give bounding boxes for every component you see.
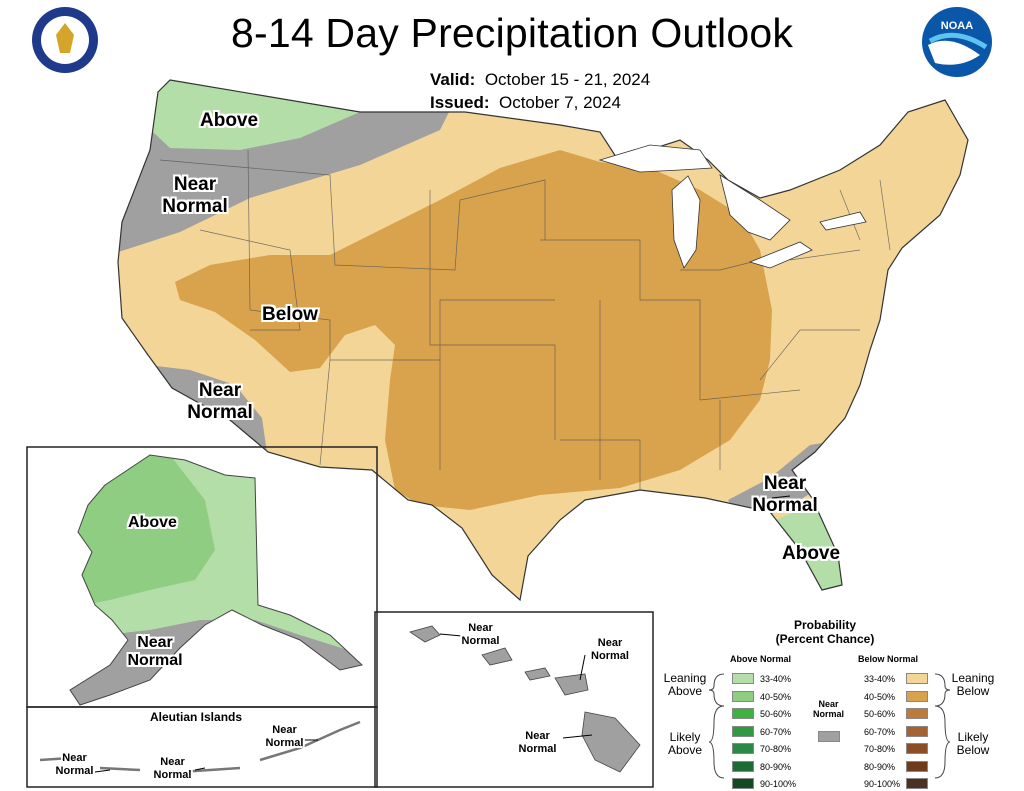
label-al-near-c: Near Normal (265, 724, 304, 749)
legend-below-label-4: 60-70% (864, 726, 896, 737)
legend-below-label-7: 90-100% (864, 779, 901, 789)
valid-dates: Valid: October 15 - 21, 2024 (430, 70, 651, 89)
legend-above-swatch-6 (732, 760, 754, 772)
legend-above-label-1: 33-40% (760, 674, 792, 684)
state-boundaries (159, 149, 891, 490)
leader-lines (94, 384, 791, 773)
label-below: Below (262, 304, 318, 325)
legend-below-label-3: 50-60% (864, 709, 896, 719)
legend-leaning-below: Leaning Below (951, 671, 995, 698)
legend-above-swatch-1 (732, 673, 754, 684)
legend-above-label-4: 60-70% (760, 726, 792, 737)
svg-text:NOAA: NOAA (941, 20, 973, 32)
hawaii-inset-frame (374, 611, 654, 788)
legend-below-label-6: 80-90% (864, 761, 896, 772)
legend-near-normal-swatch (818, 731, 840, 742)
aleutian-inset-frame (26, 706, 378, 788)
conus-outline (117, 79, 969, 602)
label-nw-above: Above (200, 110, 259, 131)
legend-below-label-2: 40-50% (864, 691, 896, 702)
label-al-near-a: Near Normal (55, 752, 94, 777)
commerce-seal-logo (30, 5, 100, 80)
legend-below-swatch-4 (906, 725, 928, 737)
legend-below-swatch-2 (906, 690, 928, 702)
legend-above-swatch-4 (732, 725, 754, 737)
label-hi-near-a: Near Normal (461, 622, 500, 647)
legend-below-swatch-1 (906, 673, 928, 684)
legend-title: Probability (Percent Chance) (775, 618, 875, 646)
legend-above-header: Above Normal (730, 654, 792, 664)
legend-below-swatch-6 (906, 760, 928, 772)
legend-below-swatch-3 (906, 708, 928, 719)
legend-below-swatch-5 (906, 743, 928, 754)
legend-above-label-2: 40-50% (760, 691, 792, 702)
legend-above-swatch-2 (732, 690, 754, 702)
noaa-logo: NOAA (920, 5, 994, 84)
legend-below-label-5: 70-80% (864, 744, 896, 754)
legend-near-normal-label: Near Normal (812, 699, 844, 719)
legend-below-label-1: 33-40% (864, 674, 896, 684)
legend-below-header: Below Normal (858, 654, 919, 664)
legend-above-label-6: 80-90% (760, 761, 792, 772)
legend-leaning-above: Leaning Above (663, 671, 707, 698)
alaska-outline (69, 454, 364, 706)
label-nw-near-normal: Near Normal (162, 174, 228, 217)
label-ak-above: Above (128, 514, 177, 531)
legend-likely-below: Likely Below (956, 730, 990, 757)
label-hi-near-c: Near Normal (518, 730, 557, 755)
aleutian-title: Aleutian Islands (150, 710, 243, 724)
label-hi-near-b: Near Normal (591, 637, 629, 662)
great-lakes (598, 144, 867, 269)
legend-above-swatch-3 (732, 708, 754, 719)
legend-below-swatch-7 (906, 778, 928, 789)
legend-above-label-5: 70-80% (760, 744, 792, 754)
label-fl-above: Above (782, 543, 841, 564)
label-ak-near-normal: Near Normal (127, 634, 183, 669)
legend-above-label-3: 50-60% (760, 709, 792, 719)
legend-above-label-7: 90-100% (760, 779, 797, 789)
legend-above-swatch-5 (732, 743, 754, 754)
label-sw-near-normal: Near Normal (187, 380, 253, 423)
label-se-near-normal: Near Normal (752, 473, 818, 516)
label-al-near-b: Near Normal (153, 756, 192, 781)
aleutian-islands (39, 720, 361, 774)
page-title: 8-14 Day Precipitation Outlook (230, 10, 794, 56)
issued-date: Issued: October 7, 2024 (430, 93, 621, 112)
legend-likely-above: Likely Above (667, 730, 703, 757)
legend-above-swatch-7 (732, 778, 754, 789)
